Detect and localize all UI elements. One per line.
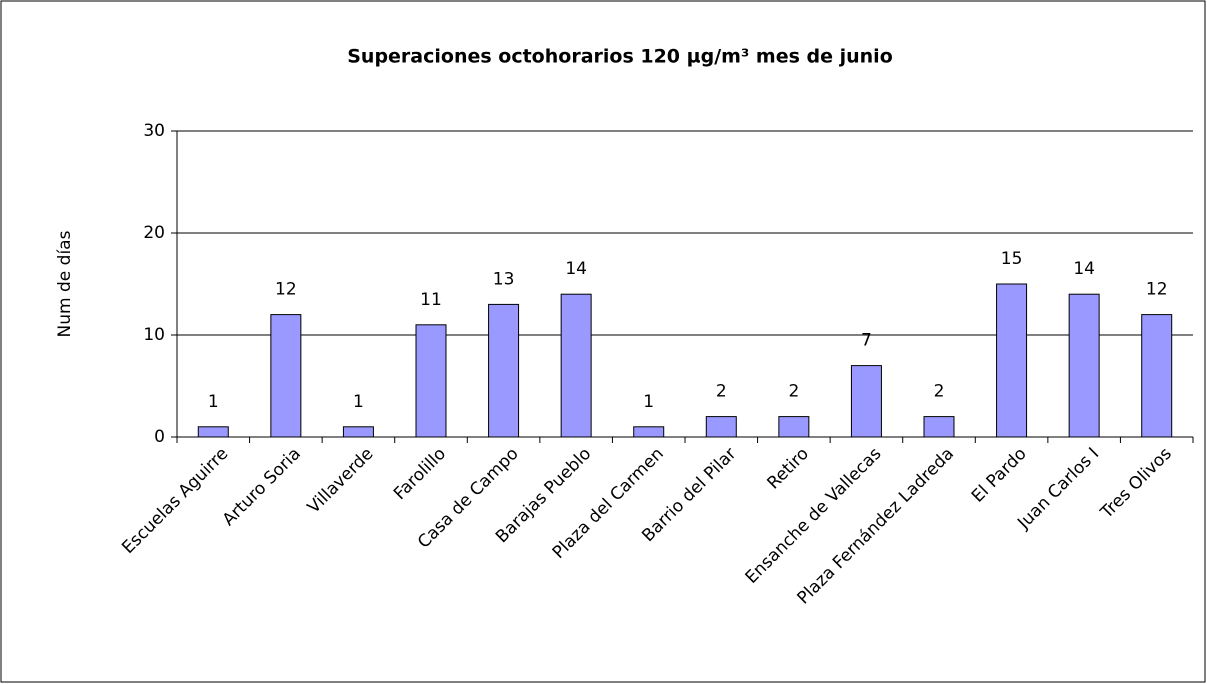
data-label: 1 (643, 392, 654, 412)
bar (923, 416, 955, 438)
bar (342, 426, 374, 438)
data-label: 14 (1073, 259, 1095, 279)
data-label: 15 (1001, 249, 1023, 269)
y-tick-label: 30 (143, 121, 165, 141)
bar (633, 426, 665, 438)
bar (1141, 314, 1173, 438)
bar (705, 416, 737, 438)
data-label: 12 (275, 280, 297, 300)
bar (270, 314, 302, 438)
y-tick-label: 0 (154, 427, 165, 447)
bar (197, 426, 229, 438)
bar (415, 324, 447, 438)
y-tick-label: 10 (143, 325, 165, 345)
data-label: 7 (861, 331, 872, 351)
data-label: 11 (420, 290, 442, 310)
data-label: 1 (353, 392, 364, 412)
bar (1068, 293, 1100, 438)
data-label: 2 (716, 382, 727, 402)
data-label: 13 (493, 269, 515, 289)
data-label: 12 (1146, 280, 1168, 300)
data-label: 2 (934, 382, 945, 402)
y-axis-label: Num de días (55, 230, 75, 337)
data-label: 14 (565, 259, 587, 279)
data-label: 1 (208, 392, 219, 412)
bar (850, 365, 882, 438)
bar (778, 416, 810, 438)
bar (560, 293, 592, 438)
chart-title: Superaciones octohorarios 120 µg/m³ mes … (347, 46, 893, 68)
bar (488, 303, 520, 438)
bar (996, 283, 1028, 438)
y-tick-label: 20 (143, 223, 165, 243)
data-label: 2 (788, 382, 799, 402)
